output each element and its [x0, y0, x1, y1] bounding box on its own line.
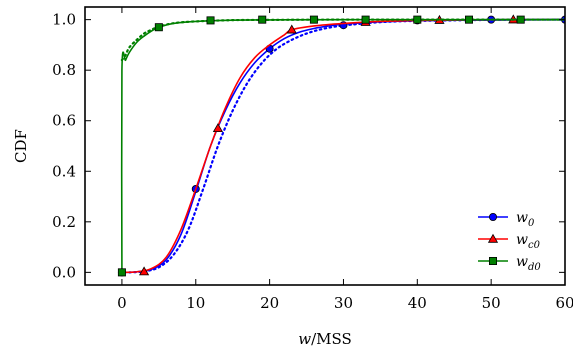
series-w-d0-line [120, 18, 565, 273]
x-tick-label: 20 [260, 294, 279, 312]
series-w-0-line [121, 18, 565, 274]
series-w-d0-point [154, 23, 163, 32]
legend-w-c0-marker [487, 233, 499, 243]
series-w-c0-point [138, 266, 150, 276]
y-tick-label: 0.0 [52, 263, 76, 281]
x-axis-label: w/MSS [298, 330, 352, 348]
y-tick-label: 0.2 [52, 213, 76, 231]
legend-w-d0-name: w [516, 254, 528, 270]
series-w-c0-point [286, 24, 297, 34]
series-w-0-dotted-line [128, 18, 565, 274]
x-tick-label: 60 [555, 294, 573, 312]
y-tick-label: 0.6 [52, 112, 76, 130]
legend-w-c0-label: wc0 [516, 232, 541, 251]
y-tick-label: 0.8 [52, 61, 76, 79]
series-w-c0-point [212, 123, 224, 133]
legend-w-d0-subscript: d0 [528, 262, 541, 273]
y-axis-label: CDF [12, 129, 30, 163]
series-w-d0-point [464, 15, 473, 24]
legend-w-0-marker [488, 212, 497, 221]
series-w-d0-point [117, 268, 126, 277]
series-w-d0-point [258, 15, 267, 24]
x-tick-label: 0 [117, 294, 127, 312]
series-w-d0-point [361, 15, 370, 24]
series-w-c0-line [121, 18, 565, 274]
x-tick-label: 30 [334, 294, 353, 312]
legend-w-c0-name: w [516, 232, 528, 248]
x-axis-label-var: w [298, 330, 311, 348]
x-tick-label: 40 [408, 294, 427, 312]
x-tick-label: 10 [186, 294, 205, 312]
legend-w-0-subscript: 0 [528, 218, 535, 229]
legend-w-d0-marker [488, 256, 497, 265]
series-w-d0-point [413, 15, 422, 24]
series-w-d0-point [206, 16, 215, 25]
legend-w-d0-label: wd0 [516, 254, 541, 273]
legend-w-0-name: w [516, 210, 528, 226]
x-tick-label: 50 [482, 294, 501, 312]
series-w-d0-point [309, 15, 318, 24]
legend-w-0-label: w0 [516, 210, 535, 229]
plot-frame [84, 6, 566, 286]
y-tick-label: 0.4 [52, 162, 76, 180]
legend-w-c0-subscript: c0 [528, 240, 541, 251]
x-axis-label-unit: /MSS [311, 330, 352, 348]
series-w-d0-point [516, 15, 525, 24]
y-tick-label: 1.0 [52, 11, 76, 29]
